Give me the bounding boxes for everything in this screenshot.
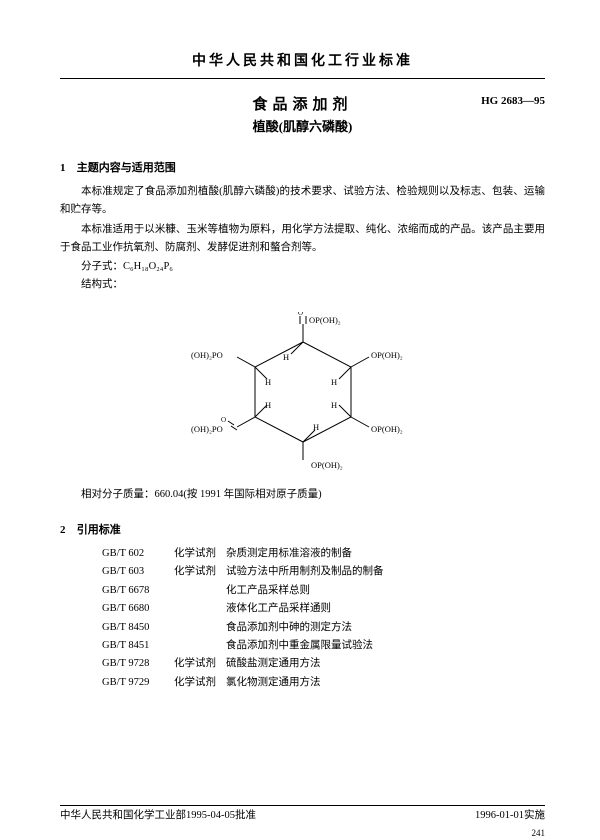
ref-desc: 杂质测定用标准溶液的制备 — [226, 548, 352, 559]
lbl-h3: H — [331, 400, 337, 410]
structure-label: 结构式： — [81, 276, 545, 294]
footer-rule — [60, 805, 545, 806]
ref-desc: 食品添加剂中砷的测定方法 — [226, 622, 352, 633]
ref-code: GB/T 9729 — [102, 674, 174, 692]
lbl-h6: H — [265, 377, 271, 387]
reference-row: GB/T 6680 液体化工产品采样通则 — [102, 600, 545, 618]
section2-num: 2 — [60, 524, 74, 536]
lbl-h4: H — [313, 422, 319, 432]
ref-desc: 硫酸盐测定通用方法 — [226, 658, 321, 669]
reference-row: GB/T 9729化学试剂氯化物测定通用方法 — [102, 674, 545, 692]
footer-approval: 中华人民共和国化学工业部1995-04-05批准 — [60, 807, 256, 822]
header-rule — [60, 78, 545, 79]
lbl-o-left: O — [221, 416, 226, 424]
formula-value: C₆H₁₈O₂₄P₆ — [123, 261, 173, 272]
ref-code: GB/T 9728 — [102, 655, 174, 673]
section1-title: 主题内容与适用范围 — [77, 162, 176, 174]
reference-row: GB/T 602化学试剂杂质测定用标准溶液的制备 — [102, 545, 545, 563]
lbl-op-r1: OP(OH)₂ — [371, 350, 403, 360]
lbl-op-bot: OP(OH)₂ — [311, 460, 343, 470]
ref-label: 化学试剂 — [174, 655, 226, 673]
lbl-h1: H — [283, 352, 289, 362]
reference-row: GB/T 8451 食品添加剂中重金属限量试验法 — [102, 637, 545, 655]
ref-label: 化学试剂 — [174, 545, 226, 563]
lbl-op-top: OP(OH)₂ — [309, 315, 341, 325]
section1-para1: 本标准规定了食品添加剂植酸(肌醇六磷酸)的技术要求、试验方法、检验规则以及标志、… — [60, 183, 545, 219]
ref-desc: 试验方法中所用制剂及制品的制备 — [226, 566, 384, 577]
ref-code: GB/T 8451 — [102, 637, 174, 655]
lbl-o-top: O — [298, 312, 303, 317]
mass-line: 相对分子质量：660.04(按 1991 年国际相对原子质量) — [60, 486, 545, 501]
footer: 中华人民共和国化学工业部1995-04-05批准 1996-01-01实施 — [60, 807, 545, 822]
ref-code: GB/T 6678 — [102, 582, 174, 600]
molecular-formula: 分子式：C₆H₁₈O₂₄P₆ — [81, 258, 545, 276]
ref-code: GB/T 6680 — [102, 600, 174, 618]
lbl-op-r2: OP(OH)₂ — [371, 424, 403, 434]
main-title: 食品添加剂 — [60, 93, 545, 114]
reference-list: GB/T 602化学试剂杂质测定用标准溶液的制备GB/T 603化学试剂试验方法… — [102, 545, 545, 692]
section1-num: 1 — [60, 162, 74, 174]
ref-code: GB/T 603 — [102, 563, 174, 581]
section1-para2: 本标准适用于以米糠、玉米等植物为原料，用化学方法提取、纯化、浓缩而成的产品。该产… — [60, 221, 545, 257]
footer-effective: 1996-01-01实施 — [475, 807, 545, 822]
document-page: 中华人民共和国化工行业标准 食品添加剂 植酸(肌醇六磷酸) HG 2683—95… — [0, 0, 600, 840]
section2-title: 引用标准 — [77, 524, 121, 536]
title-block: 食品添加剂 植酸(肌醇六磷酸) HG 2683—95 — [60, 93, 545, 135]
lbl-po-l1: (OH)₂PO — [191, 350, 223, 360]
structure-diagram: OP(OH)₂ OP(OH)₂ OP(OH)₂ OP(OH)₂ (OH)₂PO … — [60, 312, 545, 472]
reference-row: GB/T 9728化学试剂硫酸盐测定通用方法 — [102, 655, 545, 673]
reference-row: GB/T 8450 食品添加剂中砷的测定方法 — [102, 619, 545, 637]
lbl-h2: H — [331, 377, 337, 387]
structure-svg: OP(OH)₂ OP(OH)₂ OP(OH)₂ OP(OH)₂ (OH)₂PO … — [183, 312, 423, 472]
standard-code: HG 2683—95 — [481, 95, 545, 107]
lbl-h5: H — [265, 400, 271, 410]
reference-row: GB/T 6678 化工产品采样总则 — [102, 582, 545, 600]
lbl-po-l2: (OH)₂PO — [191, 424, 223, 434]
sub-title: 植酸(肌醇六磷酸) — [60, 116, 545, 135]
section1-head: 1 主题内容与适用范围 — [60, 159, 545, 175]
org-title: 中华人民共和国化工行业标准 — [60, 50, 545, 70]
section2-head: 2 引用标准 — [60, 521, 545, 537]
page-number: 241 — [532, 828, 546, 838]
ref-code: GB/T 8450 — [102, 619, 174, 637]
ref-desc: 液体化工产品采样通则 — [226, 603, 331, 614]
ref-desc: 食品添加剂中重金属限量试验法 — [226, 640, 373, 651]
ref-code: GB/T 602 — [102, 545, 174, 563]
ref-desc: 氯化物测定通用方法 — [226, 677, 321, 688]
ref-label: 化学试剂 — [174, 563, 226, 581]
formula-label: 分子式： — [81, 261, 123, 272]
ref-desc: 化工产品采样总则 — [226, 585, 310, 596]
reference-row: GB/T 603化学试剂试验方法中所用制剂及制品的制备 — [102, 563, 545, 581]
ref-label: 化学试剂 — [174, 674, 226, 692]
